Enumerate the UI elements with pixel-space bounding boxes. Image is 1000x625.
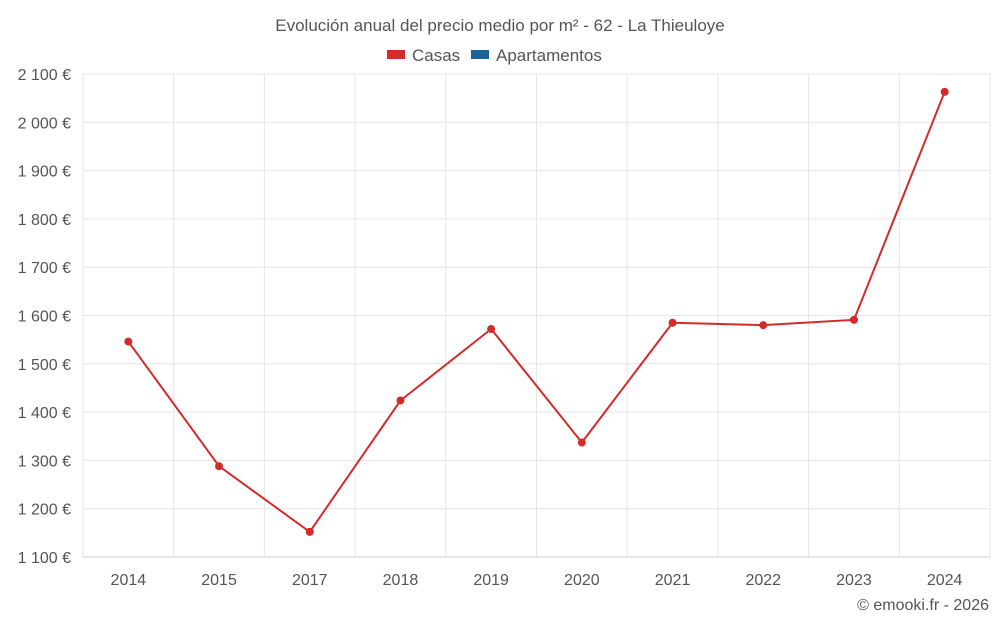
legend-item-apartamentos[interactable]: Apartamentos bbox=[471, 46, 602, 65]
data-point[interactable] bbox=[940, 87, 949, 96]
x-tick-label: 2017 bbox=[292, 572, 328, 589]
y-tick-label: 1 600 € bbox=[18, 309, 71, 326]
data-point[interactable] bbox=[124, 337, 133, 346]
legend-item-casas[interactable]: Casas bbox=[387, 46, 460, 65]
data-point[interactable] bbox=[396, 396, 405, 405]
y-tick-label: 1 200 € bbox=[18, 502, 71, 519]
chart-title: Evolución anual del precio medio por m² … bbox=[275, 16, 725, 35]
y-tick-label: 1 400 € bbox=[18, 405, 71, 422]
y-tick-label: 1 500 € bbox=[18, 357, 71, 374]
y-axis-ticks: 1 100 € 1 200 € 1 300 € 1 400 € 1 500 € 1 600… bbox=[18, 67, 71, 567]
legend-label-apartamentos: Apartamentos bbox=[496, 46, 602, 65]
y-tick-label: 1 100 € bbox=[18, 550, 71, 567]
data-point[interactable] bbox=[668, 318, 677, 327]
x-tick-label: 2024 bbox=[927, 572, 963, 589]
data-point[interactable] bbox=[849, 315, 858, 324]
x-tick-label: 2021 bbox=[655, 572, 691, 589]
data-point[interactable] bbox=[215, 462, 224, 471]
x-tick-label: 2015 bbox=[201, 572, 237, 589]
legend-label-casas: Casas bbox=[412, 46, 460, 65]
credit-text: © emooki.fr - 2026 bbox=[857, 597, 989, 614]
data-point[interactable] bbox=[487, 325, 496, 334]
x-tick-label: 2018 bbox=[383, 572, 419, 589]
y-tick-label: 1 700 € bbox=[18, 260, 71, 277]
data-point[interactable] bbox=[759, 321, 768, 330]
x-tick-label: 2019 bbox=[473, 572, 509, 589]
data-point[interactable] bbox=[305, 527, 314, 536]
x-gridlines bbox=[82, 74, 991, 557]
x-tick-label: 2014 bbox=[111, 572, 147, 589]
x-tick-label: 2023 bbox=[836, 572, 872, 589]
y-tick-label: 1 300 € bbox=[18, 453, 71, 470]
x-tick-label: 2020 bbox=[564, 572, 600, 589]
series-line bbox=[127, 91, 946, 534]
legend-swatch-apartamentos bbox=[471, 50, 489, 59]
legend: Casas Apartamentos bbox=[387, 46, 602, 65]
data-point[interactable] bbox=[577, 438, 586, 447]
y-tick-label: 1 900 € bbox=[18, 164, 71, 181]
x-tick-label: 2022 bbox=[745, 572, 781, 589]
legend-swatch-casas bbox=[387, 50, 405, 59]
y-tick-label: 2 000 € bbox=[18, 115, 71, 132]
y-tick-label: 2 100 € bbox=[18, 67, 71, 84]
y-tick-label: 1 800 € bbox=[18, 212, 71, 229]
x-axis-ticks: 2014 2015 2017 2018 2019 2020 2021 2022 2023 2024 bbox=[111, 572, 963, 589]
series-casas bbox=[124, 87, 949, 536]
